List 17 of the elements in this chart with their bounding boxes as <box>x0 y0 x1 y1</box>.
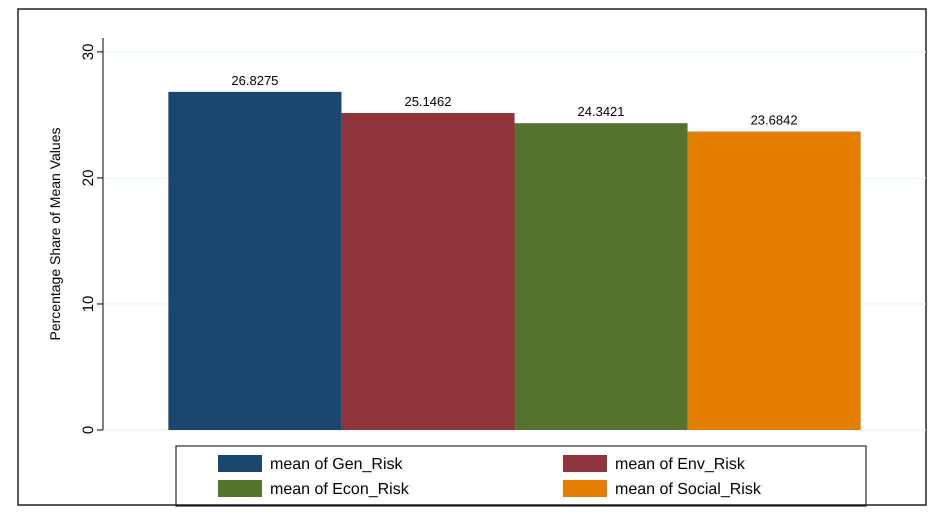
y-tick-label: 10 <box>80 296 97 312</box>
y-tick-label: 0 <box>80 426 97 434</box>
data-label: 26.8275 <box>231 72 278 88</box>
bar <box>168 92 342 430</box>
y-tick-label: 20 <box>80 170 97 186</box>
data-label: 25.1462 <box>404 94 452 110</box>
y-axis-title: Percentage Share of Mean Values <box>47 128 63 340</box>
bar <box>688 131 861 430</box>
legend-label: mean of Env_Risk <box>615 456 746 473</box>
data-label: 24.3421 <box>578 104 625 120</box>
bar <box>341 113 514 430</box>
legend-label: mean of Gen_Risk <box>270 456 404 473</box>
legend-label: mean of Social_Risk <box>615 481 762 498</box>
legend-label: mean of Econ_Risk <box>270 481 410 498</box>
y-tick-label: 30 <box>80 44 97 60</box>
bar <box>514 123 688 430</box>
data-label: 23.6842 <box>750 112 798 128</box>
